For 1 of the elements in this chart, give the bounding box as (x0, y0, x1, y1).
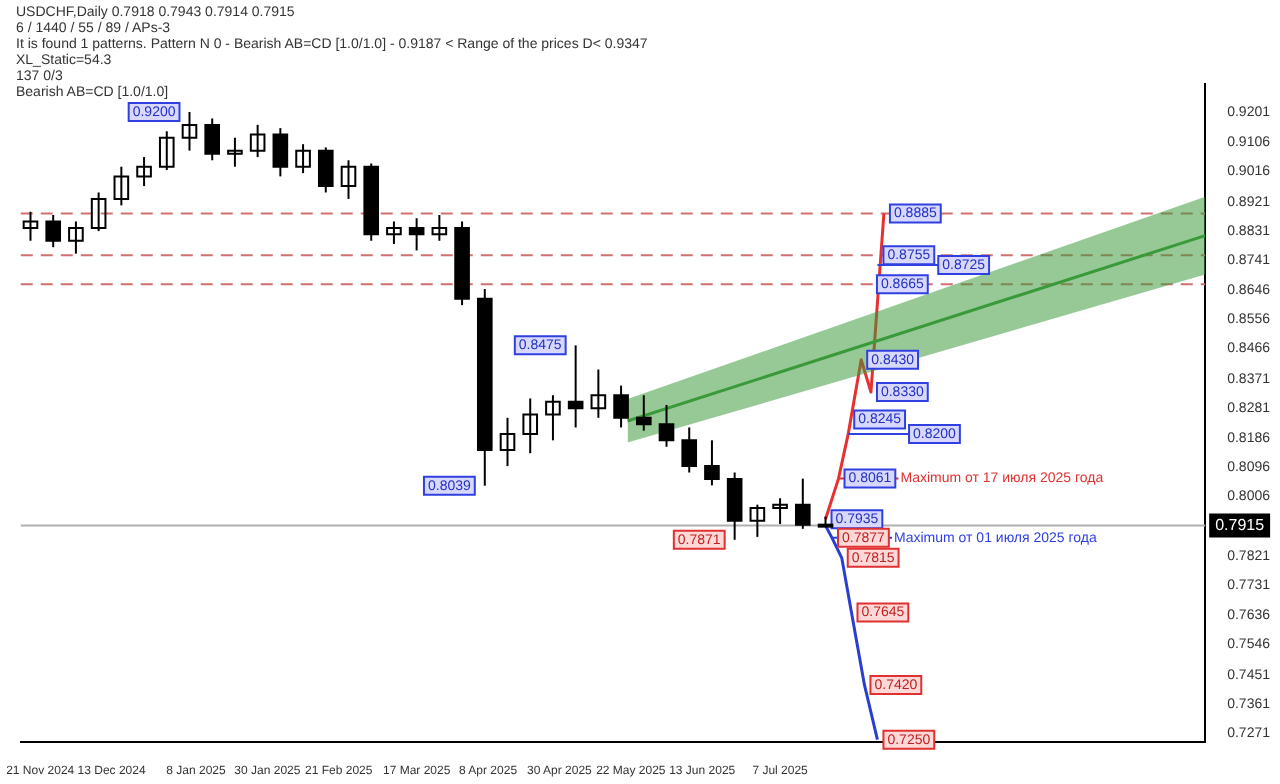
ref-line-label: 0.7915 (1215, 516, 1266, 535)
